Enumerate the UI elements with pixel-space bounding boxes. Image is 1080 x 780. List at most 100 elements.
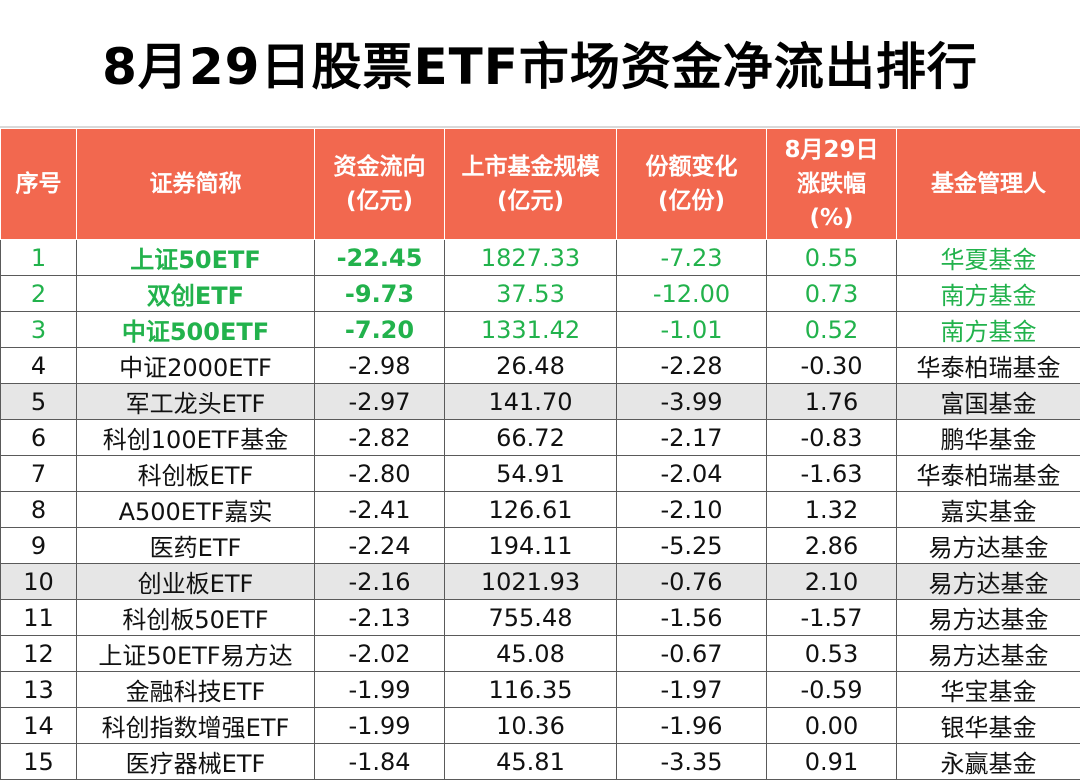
cell-change: 0.52	[767, 312, 897, 348]
cell-size: 126.61	[445, 492, 617, 528]
cell-change: -0.83	[767, 420, 897, 456]
cell-manager: 南方基金	[897, 312, 1080, 348]
cell-change: 1.32	[767, 492, 897, 528]
cell-size: 141.70	[445, 384, 617, 420]
cell-change: -0.30	[767, 348, 897, 384]
header-manager: 基金管理人	[897, 129, 1080, 240]
cell-name: 金融科技ETF	[77, 672, 315, 708]
cell-name: 上证50ETF易方达	[77, 636, 315, 672]
cell-flow: -2.82	[315, 420, 445, 456]
header-share: 份额变化(亿份)	[617, 129, 767, 240]
cell-rank: 7	[1, 456, 77, 492]
cell-size: 37.53	[445, 276, 617, 312]
cell-manager: 易方达基金	[897, 600, 1080, 636]
cell-change: 0.91	[767, 744, 897, 780]
cell-manager: 鹏华基金	[897, 420, 1080, 456]
cell-rank: 15	[1, 744, 77, 780]
cell-name: 科创100ETF基金	[77, 420, 315, 456]
cell-manager: 易方达基金	[897, 528, 1080, 564]
cell-size: 755.48	[445, 600, 617, 636]
cell-change: 2.86	[767, 528, 897, 564]
cell-share: -3.35	[617, 744, 767, 780]
cell-share: -1.96	[617, 708, 767, 744]
cell-size: 66.72	[445, 420, 617, 456]
cell-manager: 易方达基金	[897, 636, 1080, 672]
cell-manager: 永赢基金	[897, 744, 1080, 780]
cell-name: 科创板ETF	[77, 456, 315, 492]
cell-name: 上证50ETF	[77, 240, 315, 276]
cell-name: A500ETF嘉实	[77, 492, 315, 528]
title-bar: 8月29日股票ETF市场资金净流出排行	[0, 0, 1080, 128]
cell-flow: -1.99	[315, 672, 445, 708]
cell-share: -2.10	[617, 492, 767, 528]
cell-manager: 嘉实基金	[897, 492, 1080, 528]
cell-rank: 8	[1, 492, 77, 528]
cell-change: -1.63	[767, 456, 897, 492]
cell-share: -12.00	[617, 276, 767, 312]
cell-share: -7.23	[617, 240, 767, 276]
cell-change: 2.10	[767, 564, 897, 600]
cell-change: 0.55	[767, 240, 897, 276]
cell-share: -2.28	[617, 348, 767, 384]
cell-share: -0.67	[617, 636, 767, 672]
cell-name: 科创指数增强ETF	[77, 708, 315, 744]
cell-rank: 12	[1, 636, 77, 672]
header-change: 8月29日涨跌幅(%)	[767, 129, 897, 240]
cell-name: 医药ETF	[77, 528, 315, 564]
cell-change: 1.76	[767, 384, 897, 420]
cell-manager: 华泰柏瑞基金	[897, 348, 1080, 384]
cell-size: 1331.42	[445, 312, 617, 348]
cell-size: 45.81	[445, 744, 617, 780]
cell-rank: 14	[1, 708, 77, 744]
etf-outflow-table: 序号 证券简称 资金流向(亿元) 上市基金规模(亿元) 份额变化(亿份) 8月2…	[0, 128, 1080, 780]
page-title: 8月29日股票ETF市场资金净流出排行	[102, 27, 978, 99]
cell-share: -1.01	[617, 312, 767, 348]
cell-flow: -9.73	[315, 276, 445, 312]
cell-flow: -7.20	[315, 312, 445, 348]
cell-share: -1.56	[617, 600, 767, 636]
cell-flow: -2.80	[315, 456, 445, 492]
cell-change: 0.53	[767, 636, 897, 672]
cell-share: -3.99	[617, 384, 767, 420]
cell-rank: 9	[1, 528, 77, 564]
cell-share: -5.25	[617, 528, 767, 564]
cell-flow: -2.02	[315, 636, 445, 672]
cell-rank: 11	[1, 600, 77, 636]
cell-size: 45.08	[445, 636, 617, 672]
cell-size: 26.48	[445, 348, 617, 384]
cell-manager: 华夏基金	[897, 240, 1080, 276]
cell-rank: 5	[1, 384, 77, 420]
cell-name: 中证500ETF	[77, 312, 315, 348]
cell-name: 创业板ETF	[77, 564, 315, 600]
cell-change: 0.73	[767, 276, 897, 312]
cell-size: 1021.93	[445, 564, 617, 600]
cell-size: 54.91	[445, 456, 617, 492]
cell-rank: 4	[1, 348, 77, 384]
cell-rank: 2	[1, 276, 77, 312]
header-size: 上市基金规模(亿元)	[445, 129, 617, 240]
cell-rank: 10	[1, 564, 77, 600]
cell-name: 双创ETF	[77, 276, 315, 312]
cell-name: 军工龙头ETF	[77, 384, 315, 420]
cell-share: -0.76	[617, 564, 767, 600]
cell-name: 医疗器械ETF	[77, 744, 315, 780]
cell-name: 科创板50ETF	[77, 600, 315, 636]
cell-flow: -2.16	[315, 564, 445, 600]
cell-flow: -1.84	[315, 744, 445, 780]
cell-change: -0.59	[767, 672, 897, 708]
cell-flow: -22.45	[315, 240, 445, 276]
